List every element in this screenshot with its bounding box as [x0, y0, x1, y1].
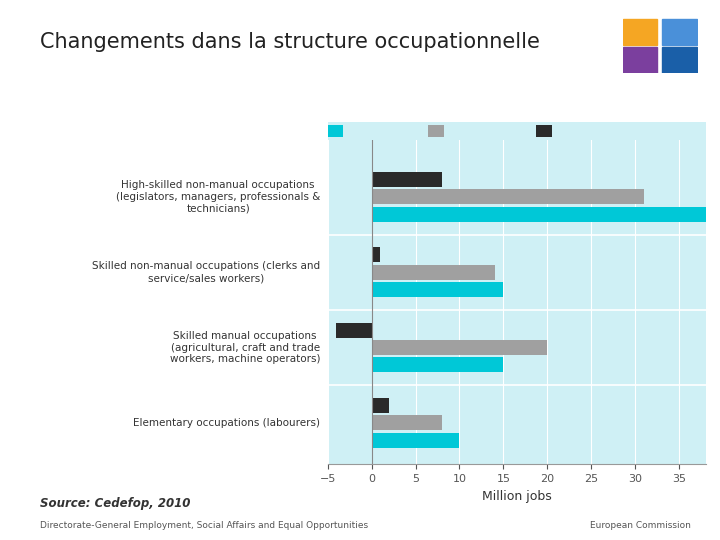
- Bar: [372, 398, 389, 413]
- Text: Changements dans la structure occupationnelle: Changements dans la structure occupation…: [40, 32, 539, 52]
- Text: Elementary occupations (labourers): Elementary occupations (labourers): [133, 418, 320, 428]
- Text: High-skilled non-manual occupations
(legislators, managers, professionals &
tech: High-skilled non-manual occupations (leg…: [116, 180, 320, 213]
- Bar: [623, 48, 657, 73]
- Bar: [623, 19, 657, 45]
- Text: Source: Cedefop, 2010: Source: Cedefop, 2010: [40, 497, 190, 510]
- Bar: [372, 415, 442, 430]
- Text: Total job openings: Total job openings: [348, 126, 442, 136]
- Bar: [372, 207, 706, 222]
- Bar: [336, 323, 372, 338]
- Bar: [372, 172, 442, 187]
- Bar: [662, 19, 696, 45]
- Bar: [372, 282, 503, 297]
- Text: Expansion demand: Expansion demand: [557, 126, 657, 136]
- Text: Skilled non-manual occupations (clerks and
service/sales workers): Skilled non-manual occupations (clerks a…: [92, 261, 320, 283]
- Text: Replacement demand: Replacement demand: [449, 126, 563, 136]
- Bar: [372, 247, 380, 262]
- X-axis label: Million jobs: Million jobs: [482, 490, 552, 503]
- Bar: [662, 48, 696, 73]
- Bar: [372, 340, 547, 355]
- Bar: [372, 357, 503, 373]
- Text: Directorate-General Employment, Social Affairs and Equal Opportunities: Directorate-General Employment, Social A…: [40, 521, 368, 530]
- Bar: [372, 190, 644, 205]
- Bar: [372, 265, 495, 280]
- Bar: [372, 433, 459, 448]
- Text: Skilled manual occupations
(agricultural, craft and trade
workers, machine opera: Skilled manual occupations (agricultural…: [170, 331, 320, 364]
- Text: European Commission: European Commission: [590, 521, 691, 530]
